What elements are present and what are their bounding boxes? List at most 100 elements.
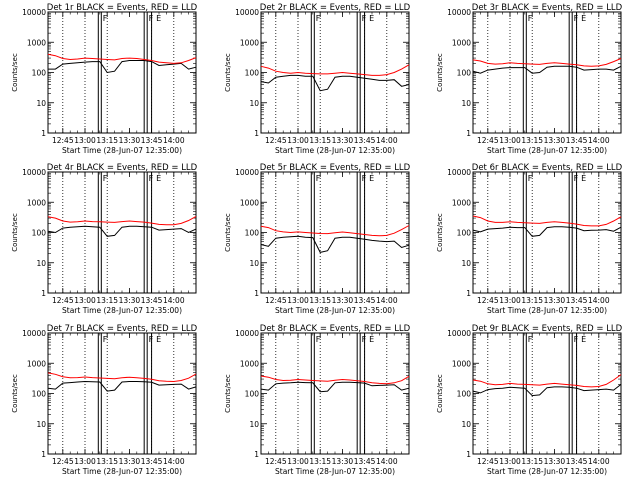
marker-label: F: [316, 335, 321, 344]
y-tick-label: 100: [245, 229, 260, 238]
y-tick-label: 100: [245, 390, 260, 399]
x-tick-label: 13:45: [141, 296, 163, 305]
marker-label: E: [369, 174, 374, 183]
y-tick-label: 100: [457, 390, 472, 399]
x-tick-label: 14:00: [163, 457, 185, 466]
marker-label: E: [369, 14, 374, 23]
x-tick-label: 13:00: [287, 457, 309, 466]
detector-panel-7: Det 7r BLACK = Events, RED = LLD 1 10 100 10…: [11, 324, 198, 476]
series-lld-line: [47, 372, 197, 383]
y-tick-label: 10000: [447, 8, 471, 17]
x-tick-label: 12:45: [52, 296, 74, 305]
series-lld-line: [472, 58, 622, 67]
panel-title: Det 1r BLACK = Events, RED = LLD: [47, 3, 198, 13]
series-events-line: [260, 235, 410, 253]
x-tick-label: 13:45: [141, 457, 163, 466]
marker-label: E: [156, 174, 161, 183]
panel-title: Det 9r BLACK = Events, RED = LLD: [472, 324, 623, 334]
y-tick-label: 1: [254, 289, 259, 298]
y-tick-label: 100: [32, 390, 47, 399]
series-lld-line: [472, 374, 622, 388]
x-tick-label: 13:00: [499, 457, 521, 466]
panel-title: Det 6r BLACK = Events, RED = LLD: [472, 163, 623, 173]
series-lld-line: [472, 215, 622, 227]
x-axis-label: Start Time (28-Jun-07 12:35:00): [275, 306, 395, 315]
y-tick-label: 10: [249, 259, 259, 268]
detector-panel-1: Det 1r BLACK = Events, RED = LLD 1 10 100 10…: [11, 3, 198, 155]
y-tick-label: 1: [254, 129, 259, 138]
y-axis-label: Counts/sec: [224, 53, 232, 92]
detector-panel-9: Det 9r BLACK = Events, RED = LLD 1 10 100 10…: [436, 324, 623, 476]
series-events-line: [48, 60, 197, 74]
y-tick-label: 10000: [22, 168, 46, 177]
panel-title: Det 3r BLACK = Events, RED = LLD: [472, 3, 623, 13]
series-events-line: [472, 65, 622, 74]
detector-panel-3: Det 3r BLACK = Events, RED = LLD 1 10 100 10…: [436, 3, 623, 155]
marker-label: F: [103, 174, 108, 183]
x-tick-label: 13:15: [521, 136, 543, 145]
x-tick-label: 13:15: [521, 457, 543, 466]
x-tick-label: 13:45: [141, 136, 163, 145]
y-axis-label: Counts/sec: [11, 374, 19, 413]
x-axis-label: Start Time (28-Jun-07 12:35:00): [487, 146, 607, 155]
x-tick-label: 13:45: [566, 296, 588, 305]
y-tick-label: 1000: [27, 198, 46, 207]
y-tick-label: 10: [249, 420, 259, 429]
detector-panel-2: Det 2r BLACK = Events, RED = LLD 1 10 100 10…: [224, 3, 411, 155]
marker-label: F: [528, 174, 533, 183]
x-tick-label: 13:00: [74, 136, 96, 145]
x-tick-label: 13:45: [354, 457, 376, 466]
y-tick-label: 10000: [447, 329, 471, 338]
x-tick-label: 14:00: [163, 136, 185, 145]
x-tick-label: 13:30: [119, 296, 141, 305]
series-events-line: [472, 384, 622, 397]
y-tick-label: 1: [466, 129, 471, 138]
marker-label: F: [103, 335, 108, 344]
detector-panel-4: Det 4r BLACK = Events, RED = LLD 1 10 100 10…: [11, 163, 198, 315]
y-axis-label: Counts/sec: [11, 53, 19, 92]
detector-panel-6: Det 6r BLACK = Events, RED = LLD 1 10 100 10…: [436, 163, 623, 315]
marker-label: E: [581, 174, 586, 183]
x-tick-label: 13:30: [332, 457, 354, 466]
x-axis-label: Start Time (28-Jun-07 12:35:00): [487, 467, 607, 476]
y-tick-label: 10000: [235, 329, 259, 338]
x-tick-label: 14:00: [376, 296, 398, 305]
series-lld-line: [47, 215, 197, 226]
y-tick-label: 1000: [27, 359, 46, 368]
y-axis-label: Counts/sec: [224, 213, 232, 252]
y-tick-label: 1000: [27, 38, 46, 47]
x-axis-label: Start Time (28-Jun-07 12:35:00): [62, 467, 182, 476]
x-tick-label: 13:30: [119, 136, 141, 145]
y-tick-label: 1000: [452, 359, 471, 368]
y-tick-label: 10: [36, 259, 46, 268]
y-tick-label: 1: [466, 450, 471, 459]
x-tick-label: 12:45: [52, 457, 74, 466]
series-events-line: [472, 226, 622, 237]
x-tick-label: 14:00: [588, 296, 610, 305]
series-events-line: [47, 380, 197, 392]
marker-label: E: [369, 335, 374, 344]
y-tick-label: 10: [249, 99, 259, 108]
y-tick-label: 10: [461, 259, 471, 268]
y-tick-label: 1: [41, 450, 46, 459]
x-tick-label: 13:15: [309, 457, 331, 466]
y-axis-label: Counts/sec: [224, 374, 232, 413]
x-tick-label: 13:15: [96, 296, 118, 305]
panel-title: Det 7r BLACK = Events, RED = LLD: [47, 324, 198, 334]
x-tick-label: 14:00: [376, 136, 398, 145]
x-tick-label: 12:45: [265, 296, 287, 305]
y-tick-label: 100: [457, 229, 472, 238]
x-tick-label: 13:00: [499, 296, 521, 305]
marker-label: E: [156, 14, 161, 23]
y-axis-label: Counts/sec: [436, 213, 444, 252]
panel-title: Det 4r BLACK = Events, RED = LLD: [47, 163, 198, 173]
marker-label: E: [156, 335, 161, 344]
y-axis-label: Counts/sec: [11, 213, 19, 252]
x-tick-label: 12:45: [477, 136, 499, 145]
series-events-line: [260, 74, 410, 92]
y-tick-label: 10: [461, 99, 471, 108]
y-tick-label: 1: [41, 129, 46, 138]
x-tick-label: 14:00: [588, 136, 610, 145]
y-tick-label: 10000: [235, 168, 259, 177]
x-tick-label: 13:00: [74, 296, 96, 305]
